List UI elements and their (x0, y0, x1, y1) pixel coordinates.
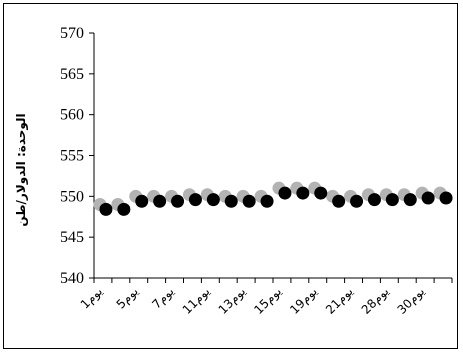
data-point (421, 191, 435, 205)
x-tick-label: 15يوم (251, 284, 284, 317)
data-point (296, 186, 310, 200)
x-axis-ticks: 1يوم 5يوم 7يوم11يوم13يوم15يوم19يوم21يوم28ي… (78, 278, 453, 318)
data-point (135, 194, 149, 208)
data-point (367, 193, 381, 207)
data-point (117, 202, 131, 216)
y-tick-label: 560 (60, 107, 84, 124)
y-tick-label: 540 (60, 270, 84, 287)
x-tick-label: 11يوم (180, 284, 213, 317)
data-point (224, 194, 238, 208)
y-axis-ticks: 540 545 550 555 560 565 570 (60, 25, 94, 287)
chart-frame (3, 3, 458, 349)
x-tick-label: 21يوم (323, 284, 356, 317)
data-point (260, 194, 274, 208)
data-point (439, 191, 453, 205)
data-point (278, 186, 292, 200)
y-axis-title: الوحدة: الدولار/طن (14, 113, 29, 226)
y-tick-label: 555 (60, 148, 84, 165)
data-point (314, 186, 328, 200)
data-point (188, 193, 202, 207)
data-point (153, 194, 167, 208)
data-point (171, 194, 185, 208)
y-tick-label: 565 (60, 66, 84, 83)
y-tick-label: 570 (60, 25, 84, 42)
data-points (93, 181, 453, 216)
y-tick-label: 550 (60, 188, 84, 205)
x-tick-label: 1يوم (78, 284, 106, 312)
data-point (206, 193, 220, 207)
x-tick-label: 28يوم (359, 284, 392, 317)
data-point (99, 202, 113, 216)
data-point (332, 194, 346, 208)
x-tick-label: 13يوم (216, 284, 249, 317)
x-tick-label: 5يوم (114, 284, 142, 312)
x-tick-label: 7يوم (149, 284, 177, 312)
data-point (385, 193, 399, 207)
data-point (242, 194, 256, 208)
data-point (403, 193, 417, 207)
axes (93, 33, 452, 279)
x-tick-label: 19يوم (287, 284, 320, 317)
x-tick-label: 30يوم (395, 284, 428, 317)
y-tick-label: 545 (60, 229, 84, 246)
data-point (350, 194, 364, 208)
